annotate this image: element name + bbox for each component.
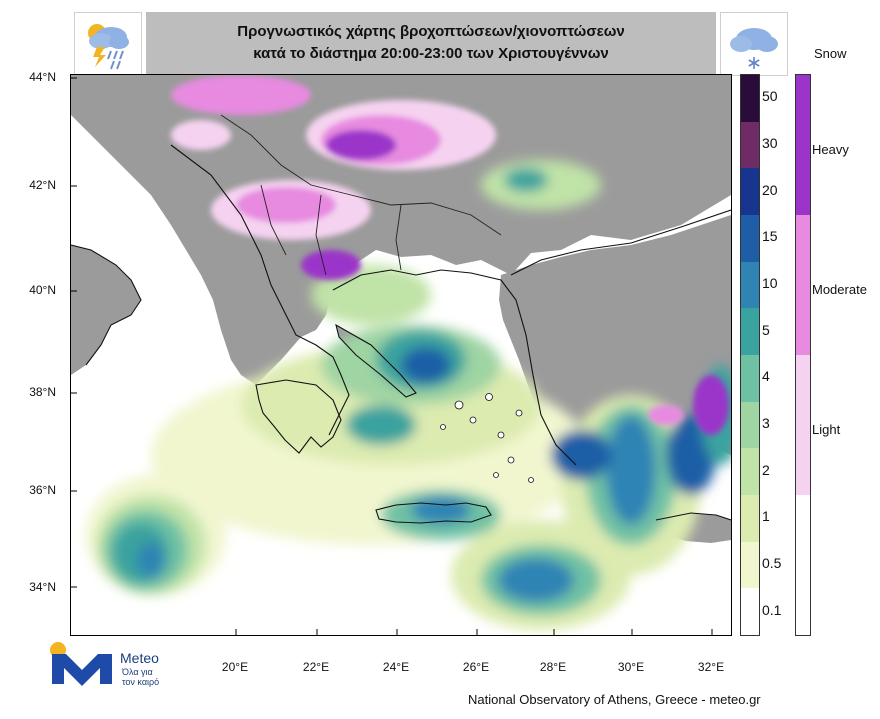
lon-label-26: 26°E: [462, 660, 490, 674]
rain-thunder-cloud-icon: [74, 12, 142, 76]
rain-colorbar-segment: [741, 541, 759, 589]
snow-label-moderate: Moderate: [812, 282, 867, 297]
lat-label-38: 38°N: [29, 385, 56, 399]
rain-colorbar-segment: [741, 401, 759, 449]
rain-colorbar-label: 3: [762, 415, 770, 431]
rain-colorbar-label: 2: [762, 461, 770, 478]
snow-colorbar: [795, 74, 811, 636]
snow-colorbar-title: Snow: [814, 46, 847, 61]
rain-colorbar-segment: [741, 75, 759, 122]
snow-label-light: Light: [812, 422, 841, 437]
meteo-logo: [44, 640, 174, 690]
rain-colorbar-label: 0.1: [762, 601, 782, 618]
lat-label-34: 34°N: [29, 580, 56, 594]
lat-label-36: 36°N: [29, 483, 56, 497]
rain-colorbar-label: 4: [762, 368, 770, 385]
title-line-1: Προγνωστικός χάρτης βροχοπτώσεων/χιονοπτ…: [237, 23, 625, 40]
lat-label-40: 40°N: [29, 283, 56, 297]
rain-colorbar-segment: [741, 448, 759, 495]
rain-colorbar-segment: [741, 215, 759, 262]
lon-label-20: 20°E: [221, 660, 249, 674]
rain-colorbar-label: 5: [762, 321, 770, 338]
snow-colorbar-segment: [796, 495, 810, 635]
map-title: Προγνωστικός χάρτης βροχοπτώσεων/χιονοπτ…: [146, 12, 716, 74]
rain-colorbar-segment: [741, 588, 759, 635]
rain-colorbar-segment: [741, 121, 759, 169]
rain-colorbar-segment: [741, 308, 759, 355]
logo-tagline-1: Όλα για: [122, 667, 153, 677]
lat-label-44: 44°N: [29, 70, 56, 84]
snow-cloud-icon: [720, 12, 788, 76]
rain-colorbar-label: 20: [762, 181, 778, 198]
rain-colorbar-segment: [741, 495, 759, 542]
rain-colorbar-label: 0.5: [762, 555, 782, 571]
lon-label-22: 22°E: [302, 660, 330, 674]
lon-label-32: 32°E: [697, 660, 725, 674]
land-italy: [71, 245, 141, 375]
rain-colorbar-label: 15: [762, 228, 778, 245]
rain-colorbar-segment: [741, 355, 759, 402]
rain-colorbar-label: 50: [762, 88, 778, 105]
snow-colorbar-segment: [796, 215, 810, 355]
rain-colorbar-label: 10: [762, 275, 778, 291]
precipitation-map: [70, 74, 732, 636]
rain-colorbar-segment: [741, 168, 759, 215]
rain-colorbar-label: 30: [762, 135, 778, 151]
credit-text: National Observatory of Athens, Greece -…: [468, 692, 761, 707]
snow-colorbar-segment: [796, 355, 810, 495]
land-balkans: [71, 75, 731, 385]
lat-label-42: 42°N: [29, 178, 56, 192]
logo-name: Meteo: [120, 650, 159, 666]
snow-colorbar-segment: [796, 75, 810, 215]
lon-label-30: 30°E: [617, 660, 645, 674]
rain-colorbar-label: 1: [762, 508, 770, 525]
lon-label-24: 24°E: [382, 660, 410, 674]
title-line-2: κατά το διάστημα 20:00-23:00 των Χριστου…: [253, 45, 609, 62]
rain-colorbar: [740, 74, 760, 636]
snow-label-heavy: Heavy: [812, 142, 849, 157]
lon-label-28: 28°E: [539, 660, 567, 674]
logo-tagline-2: τον καιρό: [122, 677, 160, 687]
rain-colorbar-segment: [741, 261, 759, 309]
